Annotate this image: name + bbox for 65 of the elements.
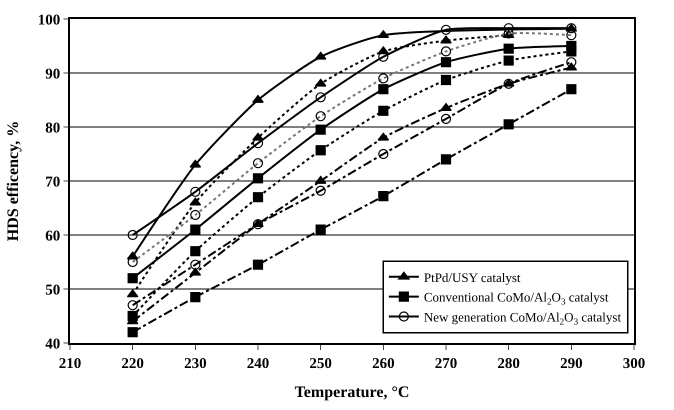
y-axis-title: HDS efficency, % xyxy=(5,120,22,242)
point xyxy=(440,114,452,124)
point xyxy=(378,84,388,94)
point xyxy=(440,57,452,68)
y-tick-label: 100 xyxy=(38,12,60,28)
point xyxy=(440,154,452,164)
x-tick-label: 250 xyxy=(309,356,332,372)
legend-label: Conventional CoMo/Al$_{2}$O$_{3}$ catalyst xyxy=(424,290,609,306)
y-tick-label: 90 xyxy=(45,66,60,82)
point xyxy=(128,310,138,322)
point xyxy=(316,124,326,135)
legend-label: New generation CoMo/Al$_{2}$O$_{3}$ catalyst xyxy=(424,310,622,326)
point xyxy=(440,24,452,35)
point xyxy=(566,46,576,56)
point xyxy=(504,23,514,34)
point xyxy=(316,92,326,102)
point xyxy=(252,173,264,184)
point xyxy=(128,300,138,310)
y-tick-label: 80 xyxy=(45,120,60,136)
point xyxy=(504,119,514,130)
point xyxy=(566,84,576,94)
x-tick-label: 210 xyxy=(58,356,82,372)
x-tick-label: 220 xyxy=(121,356,144,372)
point xyxy=(128,230,138,240)
point xyxy=(190,268,202,276)
point xyxy=(252,192,264,202)
point xyxy=(316,186,326,196)
point xyxy=(190,160,202,168)
y-tick-label: 70 xyxy=(45,174,60,190)
point xyxy=(504,44,514,54)
point xyxy=(128,327,138,338)
point xyxy=(190,292,200,302)
x-tick-label: 280 xyxy=(497,356,520,372)
y-tick-label: 40 xyxy=(45,336,60,352)
x-tick-label: 300 xyxy=(622,356,646,372)
point xyxy=(190,224,200,235)
y-tick-label: 60 xyxy=(45,228,60,244)
point xyxy=(190,186,200,197)
x-axis-title: Temperature, °C xyxy=(294,384,410,401)
point xyxy=(316,145,326,156)
point xyxy=(316,224,326,235)
point xyxy=(252,94,264,103)
point xyxy=(378,191,388,202)
point xyxy=(190,260,200,270)
point xyxy=(440,74,452,86)
point xyxy=(128,273,138,284)
point xyxy=(126,289,138,298)
x-tick-label: 230 xyxy=(184,356,207,372)
point xyxy=(504,55,514,66)
point xyxy=(378,106,388,116)
point xyxy=(566,57,576,68)
point xyxy=(314,176,326,184)
point xyxy=(314,52,326,60)
y-tick-label: 50 xyxy=(45,282,60,298)
point xyxy=(378,148,388,160)
x-tick-label: 260 xyxy=(372,356,395,372)
point xyxy=(378,132,390,141)
point xyxy=(252,260,264,270)
x-tick-label: 290 xyxy=(560,356,583,372)
x-tick-label: 270 xyxy=(434,356,458,372)
x-tick-label: 240 xyxy=(246,356,270,372)
point xyxy=(378,30,390,38)
point xyxy=(190,246,200,256)
legend-label: PtPd/USY catalyst xyxy=(424,270,521,285)
point xyxy=(314,78,326,87)
